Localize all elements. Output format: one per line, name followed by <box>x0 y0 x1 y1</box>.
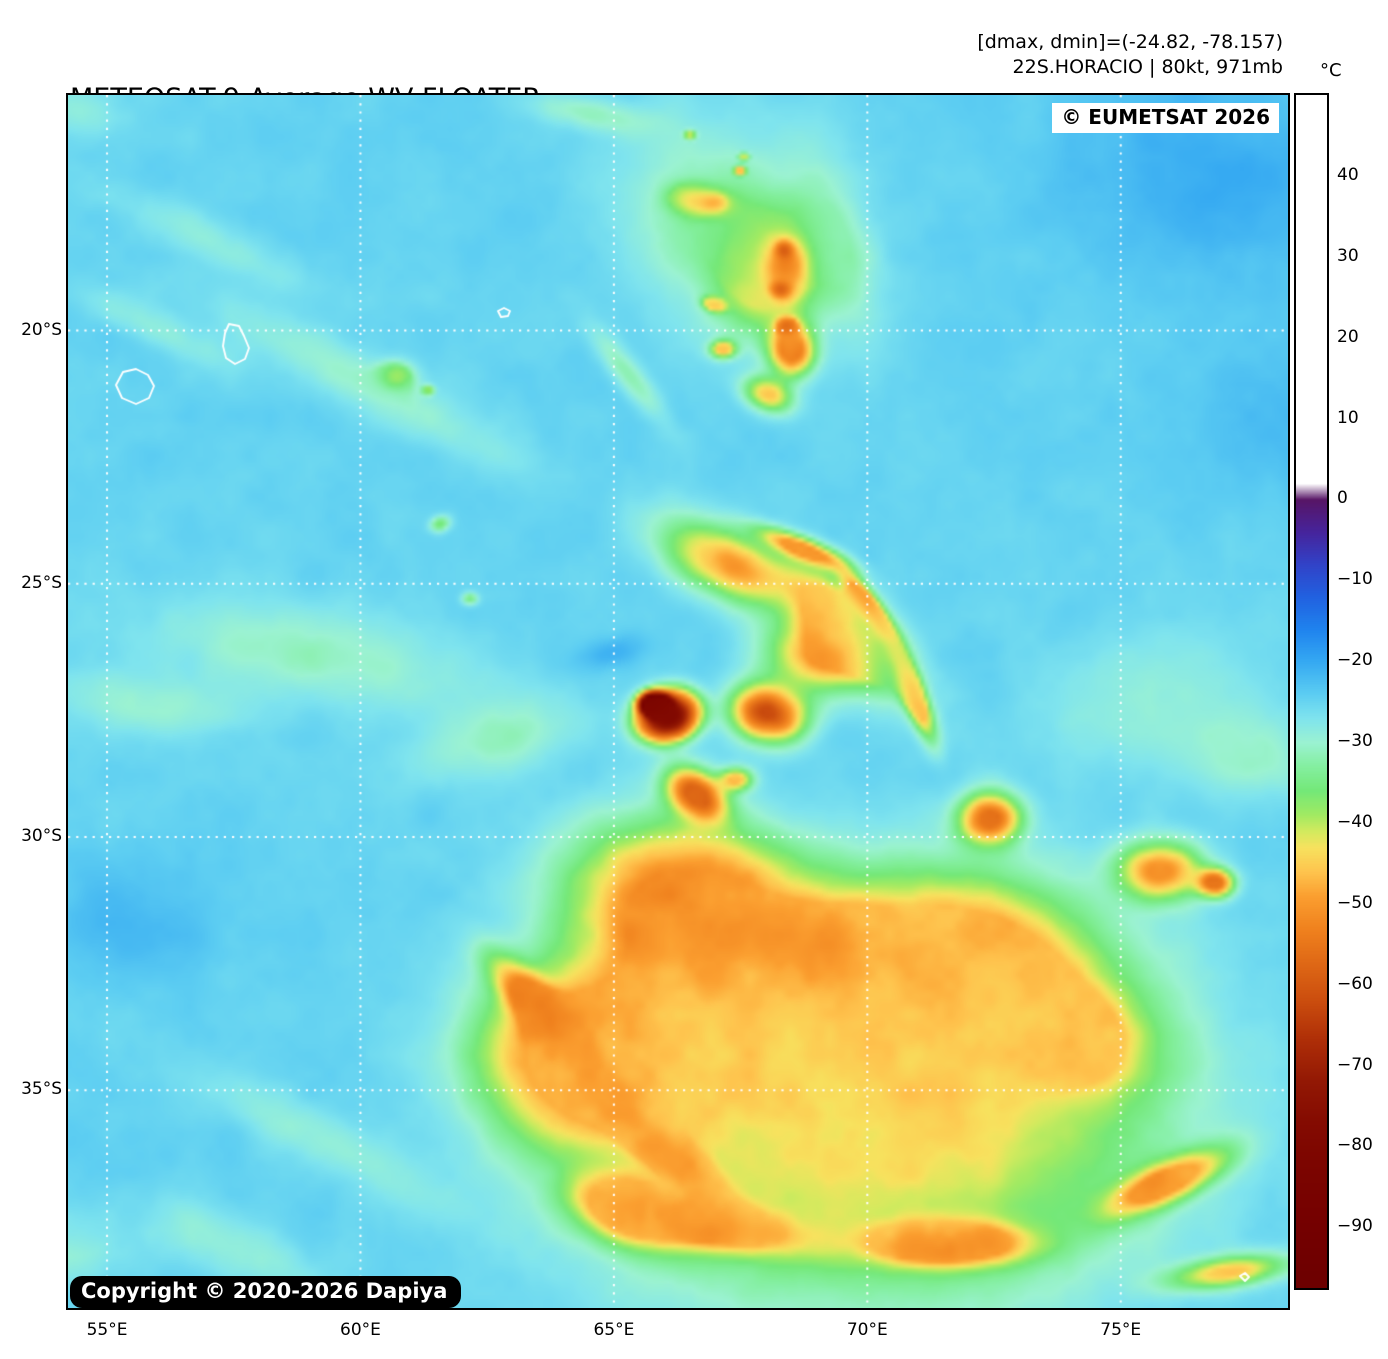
colorbar-tick-label: 20 <box>1337 326 1359 347</box>
colorbar-tick-label: −20 <box>1337 650 1373 671</box>
colorbar-tick-label: 0 <box>1337 488 1348 509</box>
dmax-dmin-readout: [dmax, dmin]=(-24.82, -78.157) <box>977 31 1283 53</box>
colorbar-tick-label: −30 <box>1337 731 1373 752</box>
figure-info-block: [dmax, dmin]=(-24.82, -78.157) 22S.HORAC… <box>977 30 1283 80</box>
colorbar-tick-label: −50 <box>1337 892 1373 913</box>
colorbar-gradient <box>1296 95 1327 1288</box>
y-axis-tick-label: 25°S <box>21 572 62 593</box>
water-vapor-raster <box>68 95 1288 1308</box>
colorbar-tick-label: 40 <box>1337 164 1359 185</box>
x-axis-tick-label: 75°E <box>1100 1320 1142 1340</box>
y-axis-tick-label: 30°S <box>21 825 62 846</box>
colorbar-tick-label: −90 <box>1337 1216 1373 1237</box>
colorbar <box>1294 93 1329 1290</box>
storm-intensity-readout: 22S.HORACIO | 80kt, 971mb <box>1012 56 1283 78</box>
x-axis-tick-label: 60°E <box>340 1320 381 1340</box>
colorbar-tick-label: −80 <box>1337 1135 1373 1156</box>
eumetsat-credit-badge: © EUMETSAT 2026 <box>1052 103 1279 133</box>
colorbar-unit-label: °C <box>1320 60 1342 81</box>
y-axis-tick-label: 35°S <box>21 1079 62 1100</box>
colorbar-tick-label: 30 <box>1337 245 1359 266</box>
colorbar-tick-label: 10 <box>1337 407 1359 428</box>
colorbar-tick-label: −40 <box>1337 811 1373 832</box>
x-axis-tick-label: 65°E <box>593 1320 635 1340</box>
colorbar-tick-label: −70 <box>1337 1054 1373 1075</box>
satellite-map: © EUMETSAT 2026 Copyright © 2020-2026 Da… <box>66 93 1290 1310</box>
x-axis-tick-label: 70°E <box>846 1320 888 1340</box>
x-axis-tick-label: 55°E <box>86 1320 128 1340</box>
y-axis-tick-label: 20°S <box>21 319 62 340</box>
colorbar-tick-label: −10 <box>1337 569 1373 590</box>
colorbar-tick-label: −60 <box>1337 973 1373 994</box>
dapiya-copyright-badge: Copyright © 2020-2026 Dapiya <box>70 1276 462 1308</box>
